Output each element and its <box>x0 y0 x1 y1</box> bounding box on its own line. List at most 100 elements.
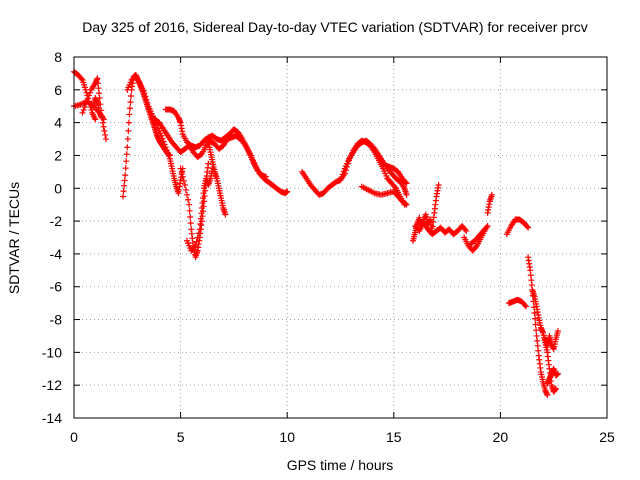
data-point <box>533 327 540 334</box>
data-point <box>402 179 409 186</box>
data-point <box>484 223 491 230</box>
data-point <box>402 200 409 207</box>
chart-title: Day 325 of 2016, Sidereal Day-to-day VTE… <box>82 19 588 35</box>
data-point <box>463 227 470 234</box>
y-tick-label: 4 <box>54 115 62 131</box>
y-tick-label: -14 <box>42 410 62 426</box>
data-point <box>186 207 193 214</box>
y-tick-label: -8 <box>50 312 63 328</box>
data-point <box>124 144 131 151</box>
data-point <box>124 136 131 143</box>
data-point <box>179 173 186 180</box>
x-axis-label: GPS time / hours <box>287 457 394 473</box>
data-point <box>532 315 539 322</box>
data-point <box>128 92 135 99</box>
data-point <box>532 321 539 328</box>
data-point <box>122 172 129 179</box>
data-point <box>101 127 108 134</box>
data-point <box>86 89 93 96</box>
y-tick-label: -6 <box>50 279 63 295</box>
data-point <box>120 188 127 195</box>
data-point <box>198 210 205 217</box>
data-point <box>85 92 92 99</box>
axis-ticks: 0 5 10 15 20 25 -14 -12 -10 -8 -6 -4 -2 0 2 4 6 8 <box>42 49 615 445</box>
data-point <box>84 95 91 102</box>
data-point <box>435 181 442 188</box>
data-point <box>142 93 149 100</box>
data-point <box>102 136 109 143</box>
data-point <box>338 174 345 181</box>
y-tick-label: -4 <box>50 246 63 262</box>
data-point <box>162 144 169 151</box>
data-point <box>205 160 212 167</box>
y-tick-label: -10 <box>42 344 62 360</box>
data-point <box>182 186 189 193</box>
y-tick-label: 2 <box>54 147 62 163</box>
data-point <box>240 139 247 146</box>
data-point <box>83 98 90 105</box>
data-point <box>337 177 344 184</box>
data-point <box>82 101 89 108</box>
data-point <box>82 86 89 93</box>
data-point <box>339 171 346 178</box>
data-point <box>403 180 410 187</box>
data-point <box>222 211 229 218</box>
data-point <box>554 328 561 335</box>
data-point <box>123 151 130 158</box>
data-point <box>165 152 172 159</box>
data-point <box>196 226 203 233</box>
data-point <box>193 238 200 245</box>
data-point <box>160 138 167 145</box>
data-point <box>121 182 128 189</box>
data-point <box>262 173 269 180</box>
data-point <box>192 242 199 249</box>
data-point <box>178 169 185 176</box>
data-point <box>102 131 109 138</box>
data-point <box>521 302 528 309</box>
y-tick-label: -2 <box>50 213 63 229</box>
data-point <box>197 215 204 222</box>
data-point <box>127 99 134 106</box>
data-point <box>122 165 129 172</box>
data-point <box>403 191 410 198</box>
data-point <box>126 105 133 112</box>
data-point <box>525 224 532 231</box>
x-tick-label: 5 <box>177 429 185 445</box>
data-point <box>143 96 150 103</box>
data-point <box>522 303 529 310</box>
data-point <box>164 149 171 156</box>
x-tick-label: 15 <box>386 429 402 445</box>
data-point <box>462 226 469 233</box>
data-point <box>79 109 86 116</box>
data-point <box>120 193 127 200</box>
y-axis-label: SDTVAR / TECUs <box>6 182 22 294</box>
data-point <box>163 147 170 154</box>
y-tick-label: 8 <box>54 49 62 65</box>
data-point <box>483 224 490 231</box>
data-point <box>92 116 99 123</box>
data-point <box>195 230 202 237</box>
data-point <box>403 201 410 208</box>
data-point <box>177 165 184 172</box>
data-point <box>531 309 538 316</box>
data-point <box>544 392 551 399</box>
data-point <box>78 75 85 82</box>
x-tick-label: 10 <box>279 429 295 445</box>
y-tick-label: 0 <box>54 180 62 196</box>
data-point <box>187 220 194 227</box>
data-point <box>552 385 559 392</box>
data-point <box>81 104 88 111</box>
data-point <box>98 114 105 121</box>
data-point <box>181 181 188 188</box>
data-point <box>524 223 531 230</box>
data-point <box>121 177 128 184</box>
data-point <box>187 213 194 220</box>
data-point <box>472 243 479 250</box>
data-point <box>284 188 291 195</box>
data-point <box>197 220 204 227</box>
y-tick-label: -12 <box>42 377 62 393</box>
data-point <box>183 191 190 198</box>
y-tick-label: 6 <box>54 82 62 98</box>
plot-frame <box>73 56 608 419</box>
